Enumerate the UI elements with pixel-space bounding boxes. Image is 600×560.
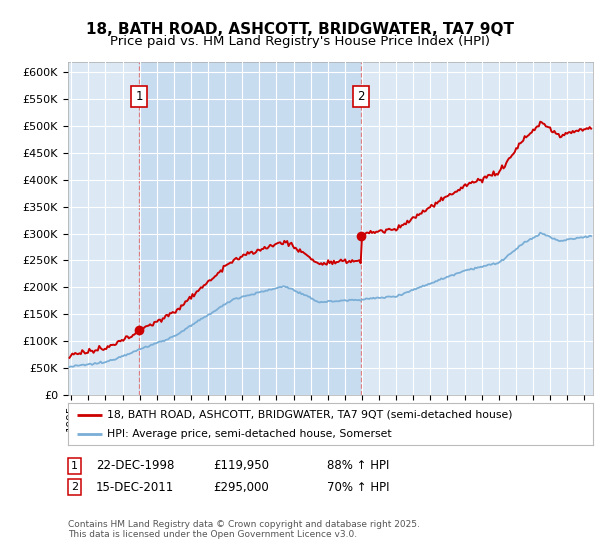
Text: £119,950: £119,950 — [213, 459, 269, 473]
Text: Price paid vs. HM Land Registry's House Price Index (HPI): Price paid vs. HM Land Registry's House … — [110, 35, 490, 48]
Text: 1: 1 — [136, 90, 143, 103]
Text: 2: 2 — [358, 90, 365, 103]
Text: 70% ↑ HPI: 70% ↑ HPI — [327, 480, 389, 494]
Text: 18, BATH ROAD, ASHCOTT, BRIDGWATER, TA7 9QT (semi-detached house): 18, BATH ROAD, ASHCOTT, BRIDGWATER, TA7 … — [107, 409, 512, 419]
Text: 2: 2 — [71, 482, 78, 492]
Text: 88% ↑ HPI: 88% ↑ HPI — [327, 459, 389, 473]
Bar — [139, 62, 361, 395]
Text: £295,000: £295,000 — [213, 480, 269, 494]
Text: 1: 1 — [71, 461, 78, 471]
Text: 18, BATH ROAD, ASHCOTT, BRIDGWATER, TA7 9QT: 18, BATH ROAD, ASHCOTT, BRIDGWATER, TA7 … — [86, 22, 514, 38]
Text: 22-DEC-1998: 22-DEC-1998 — [96, 459, 175, 473]
Text: Contains HM Land Registry data © Crown copyright and database right 2025.
This d: Contains HM Land Registry data © Crown c… — [68, 520, 419, 539]
Text: HPI: Average price, semi-detached house, Somerset: HPI: Average price, semi-detached house,… — [107, 429, 392, 439]
Text: 15-DEC-2011: 15-DEC-2011 — [96, 480, 174, 494]
